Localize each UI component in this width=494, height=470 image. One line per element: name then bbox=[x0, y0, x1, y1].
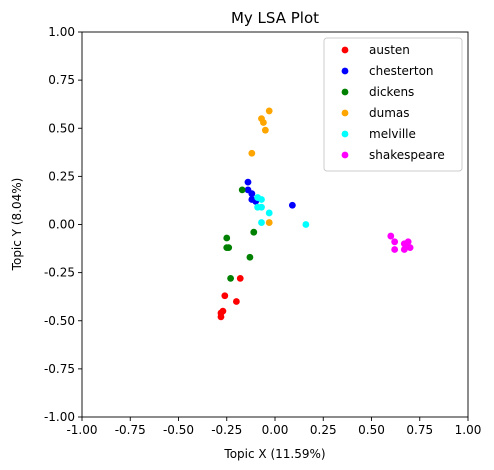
legend-marker-chesterton bbox=[341, 67, 349, 75]
scatter-points bbox=[217, 107, 414, 321]
x-tick-label: -0.25 bbox=[211, 423, 242, 437]
data-point-dickens bbox=[225, 244, 233, 252]
x-tick-label: 0.75 bbox=[406, 423, 433, 437]
legend-label-chesterton: chesterton bbox=[369, 64, 434, 78]
data-point-austen bbox=[221, 292, 229, 300]
legend: austen chesterton dickens dumas melville shak… bbox=[323, 37, 463, 172]
data-point-dickens bbox=[250, 228, 258, 236]
data-point-dickens bbox=[246, 253, 254, 261]
data-point-austen bbox=[233, 298, 240, 305]
legend-label-dumas: dumas bbox=[369, 106, 410, 120]
x-tick-label: -1.00 bbox=[66, 423, 97, 437]
data-point-melville bbox=[258, 219, 265, 226]
y-tick-label: 0.00 bbox=[48, 218, 75, 232]
chart-title: My LSA Plot bbox=[231, 9, 319, 27]
x-axis-ticks: -1.00 -0.75 -0.50 -0.25 0.00 0.25 0.50 0.75 1.00 bbox=[66, 417, 481, 437]
data-point-austen bbox=[219, 307, 227, 315]
data-point-melville bbox=[302, 221, 310, 228]
x-tick-label: 0.25 bbox=[310, 423, 337, 437]
x-tick-label: 0.00 bbox=[262, 423, 289, 437]
y-axis-ticks: -1.00 -0.75 -0.50 -0.25 0.00 0.25 0.50 0.75 1.00 bbox=[44, 25, 82, 424]
y-tick-label: 0.25 bbox=[48, 169, 75, 183]
legend-marker-shakespeare bbox=[341, 151, 349, 159]
data-point-chesterton bbox=[244, 178, 252, 186]
x-axis-label: Topic X (11.59%) bbox=[223, 447, 325, 461]
legend-marker-dickens bbox=[341, 88, 349, 96]
data-point-melville bbox=[258, 196, 265, 203]
data-point-dumas bbox=[248, 149, 256, 157]
data-point-chesterton bbox=[288, 201, 296, 209]
data-point-dickens bbox=[223, 234, 231, 242]
data-point-shakespeare bbox=[391, 238, 399, 246]
y-tick-label: -0.75 bbox=[44, 362, 75, 376]
x-tick-label: -0.50 bbox=[163, 423, 194, 437]
data-point-dumas bbox=[261, 126, 269, 134]
y-tick-label: 0.75 bbox=[48, 73, 75, 87]
x-tick-label: 1.00 bbox=[455, 423, 482, 437]
y-tick-label: -0.50 bbox=[44, 314, 75, 328]
y-tick-label: -1.00 bbox=[44, 410, 75, 424]
y-tick-label: 1.00 bbox=[48, 25, 75, 39]
data-point-shakespeare bbox=[402, 242, 410, 250]
legend-marker-melville bbox=[341, 130, 349, 138]
data-point-shakespeare bbox=[387, 232, 395, 240]
data-point-dumas bbox=[260, 119, 267, 126]
legend-label-melville: melville bbox=[369, 127, 416, 141]
x-tick-label: -0.75 bbox=[115, 423, 146, 437]
data-point-dumas bbox=[265, 107, 273, 115]
y-tick-label: -0.25 bbox=[44, 266, 75, 280]
y-axis-label: Topic Y (8.04%) bbox=[10, 178, 24, 272]
data-point-melville bbox=[265, 209, 273, 217]
data-point-dickens bbox=[227, 275, 235, 282]
data-point-chesterton bbox=[248, 190, 256, 198]
data-point-austen bbox=[236, 275, 244, 282]
data-point-dickens bbox=[238, 186, 246, 194]
legend-label-dickens: dickens bbox=[369, 85, 414, 99]
data-point-dumas bbox=[265, 219, 273, 226]
data-point-shakespeare bbox=[391, 246, 399, 253]
legend-marker-dumas bbox=[341, 109, 349, 117]
legend-label-shakespeare: shakespeare bbox=[369, 148, 445, 162]
data-point-melville bbox=[258, 203, 265, 211]
legend-label-austen: austen bbox=[369, 43, 410, 57]
y-tick-label: 0.50 bbox=[48, 121, 75, 135]
x-tick-label: 0.50 bbox=[358, 423, 385, 437]
legend-marker-austen bbox=[341, 46, 349, 54]
